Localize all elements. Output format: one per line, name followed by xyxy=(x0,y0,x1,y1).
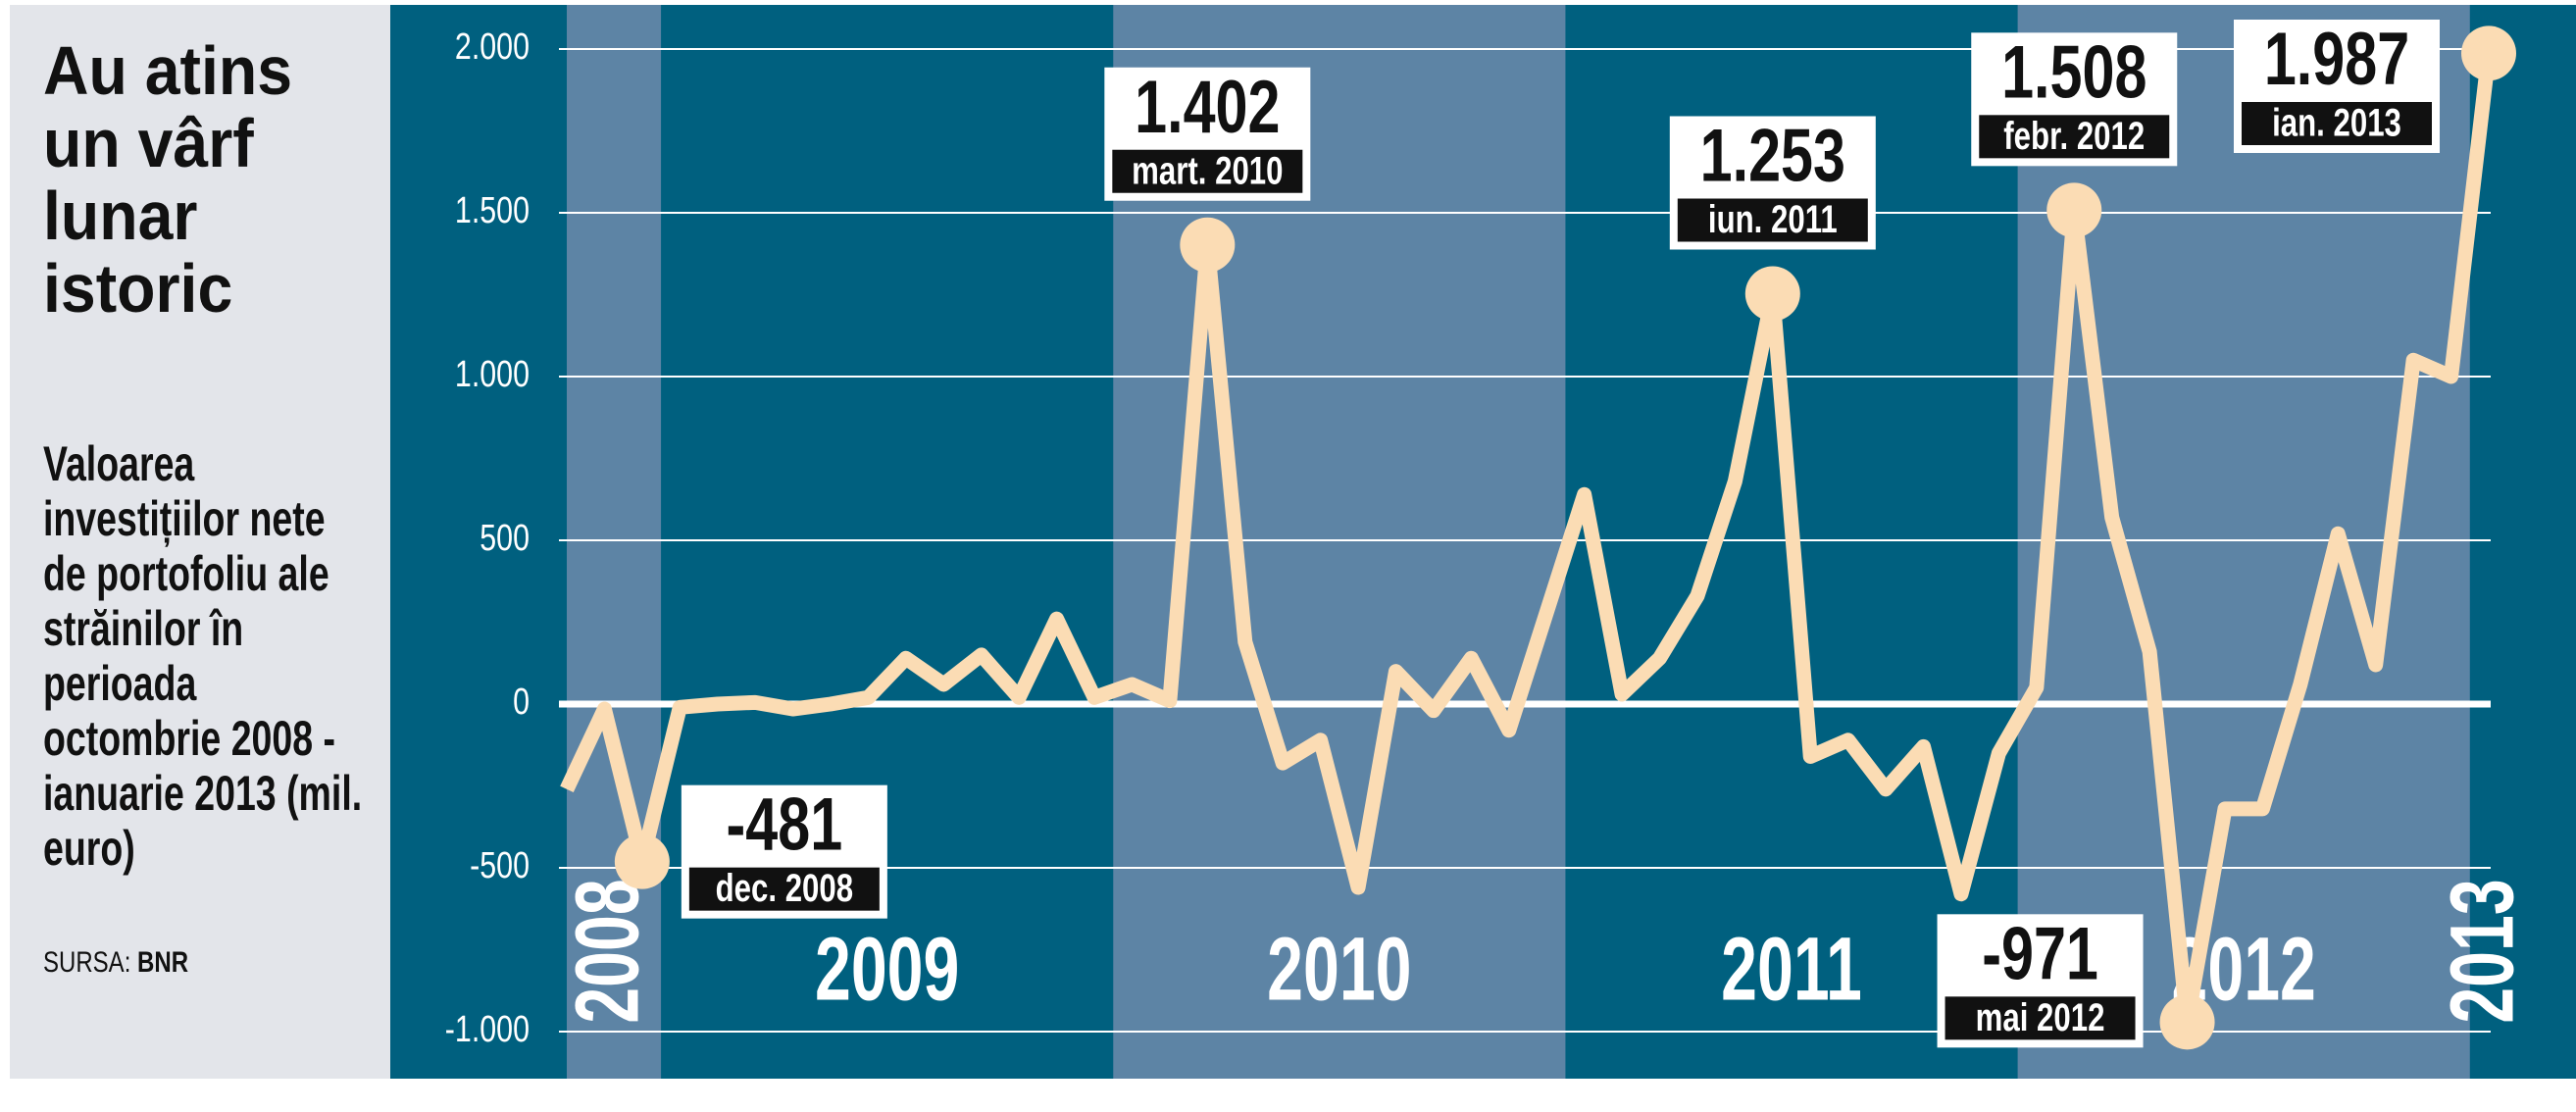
source-name: BNR xyxy=(137,946,189,979)
date-label: dec. 2008 xyxy=(716,867,853,911)
year-band xyxy=(567,5,662,1079)
y-tick-label: -500 xyxy=(470,845,530,886)
y-tick-label: 500 xyxy=(480,518,530,559)
date-box xyxy=(2242,102,2432,145)
value-label: 1.987 xyxy=(2264,18,2409,101)
year-label: 2011 xyxy=(1721,918,1862,1019)
date-label: ian. 2013 xyxy=(2272,101,2401,145)
date-box xyxy=(1979,115,2170,159)
date-box xyxy=(1112,149,1303,193)
year-label: 2010 xyxy=(1267,918,1411,1019)
date-label: mai 2012 xyxy=(1976,995,2105,1039)
value-label: -481 xyxy=(727,783,843,867)
peak-marker xyxy=(1744,266,1800,322)
y-tick-label: -1.000 xyxy=(445,1009,530,1050)
peak-marker xyxy=(614,834,670,889)
date-label: mart. 2010 xyxy=(1132,149,1283,193)
side-panel: Au atins un vârf lunar istoric Valoarea … xyxy=(10,5,390,1079)
subtitle: Valoarea investițiilor nete de portofoli… xyxy=(43,436,363,876)
peak-marker xyxy=(1180,217,1236,273)
year-label: 2008 xyxy=(556,879,657,1023)
value-label: -971 xyxy=(1982,912,2098,995)
peak-marker xyxy=(2461,25,2516,81)
source-label: SURSA: xyxy=(43,946,131,979)
peak-marker xyxy=(2046,182,2102,238)
y-tick-label: 0 xyxy=(513,682,530,723)
year-label: 2009 xyxy=(815,918,959,1019)
y-tick-label: 2.000 xyxy=(455,26,530,68)
y-tick-label: 1.000 xyxy=(455,354,530,395)
value-label: 1.253 xyxy=(1700,115,1845,198)
date-box xyxy=(1945,996,2136,1040)
source: SURSA: BNR xyxy=(43,946,188,980)
value-label: 1.508 xyxy=(2001,30,2147,114)
date-label: iun. 2011 xyxy=(1708,197,1838,241)
data-line xyxy=(560,52,2497,1030)
date-box xyxy=(688,867,880,911)
year-label: 2013 xyxy=(2431,879,2532,1023)
y-tick-label: 1.500 xyxy=(455,190,530,231)
date-box xyxy=(1677,198,1868,242)
title: Au atins un vârf lunar istoric xyxy=(43,32,293,327)
date-label: febr. 2012 xyxy=(2003,114,2145,158)
value-label: 1.402 xyxy=(1135,66,1280,149)
peak-marker xyxy=(2159,994,2215,1050)
